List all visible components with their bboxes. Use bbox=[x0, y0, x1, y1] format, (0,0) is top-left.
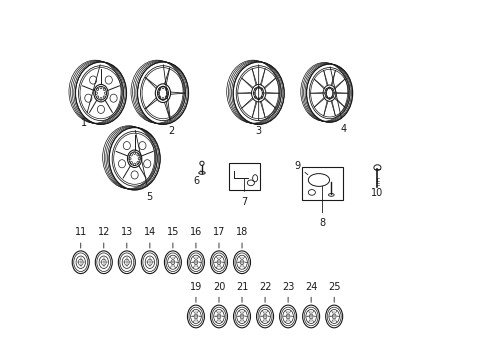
Text: 14: 14 bbox=[143, 228, 156, 248]
Text: 18: 18 bbox=[235, 228, 247, 248]
Text: 25: 25 bbox=[327, 282, 340, 302]
Text: 16: 16 bbox=[189, 228, 202, 248]
Text: 20: 20 bbox=[212, 282, 224, 302]
Text: 9: 9 bbox=[293, 161, 307, 175]
Text: 10: 10 bbox=[370, 179, 383, 198]
Text: 2: 2 bbox=[163, 65, 175, 136]
Text: 19: 19 bbox=[189, 282, 202, 302]
Text: 15: 15 bbox=[166, 228, 179, 248]
Text: 17: 17 bbox=[212, 228, 224, 248]
Bar bbox=[302, 167, 342, 201]
Text: 6: 6 bbox=[193, 170, 201, 186]
Text: 8: 8 bbox=[319, 186, 325, 228]
Bar bbox=[228, 163, 260, 190]
Text: 4: 4 bbox=[329, 67, 346, 134]
Text: 5: 5 bbox=[135, 130, 152, 202]
Text: 24: 24 bbox=[305, 282, 317, 302]
Text: 22: 22 bbox=[258, 282, 271, 302]
Text: 11: 11 bbox=[75, 228, 87, 248]
Text: 21: 21 bbox=[235, 282, 248, 302]
Text: 3: 3 bbox=[255, 65, 261, 136]
Text: 13: 13 bbox=[121, 228, 133, 248]
Text: 12: 12 bbox=[98, 228, 110, 248]
Text: 7: 7 bbox=[241, 179, 247, 207]
Text: 1: 1 bbox=[81, 65, 100, 128]
Text: 23: 23 bbox=[282, 282, 294, 302]
